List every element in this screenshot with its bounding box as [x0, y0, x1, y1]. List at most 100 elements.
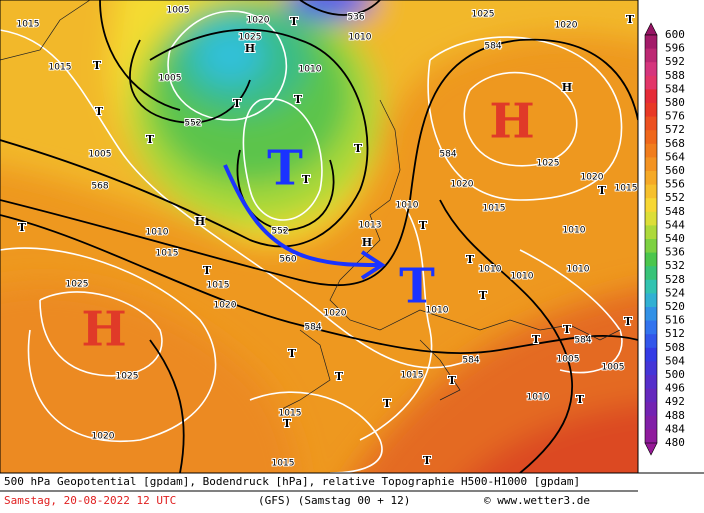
colorbar-segment	[645, 361, 657, 376]
contour-label: 1025	[116, 372, 139, 382]
footer-line1: 500 hPa Geopotential [gpdam], Bodendruck…	[4, 475, 580, 488]
colorbar-segment	[645, 334, 657, 349]
colorbar-label: 596	[665, 42, 685, 55]
contour-label: 1010	[146, 228, 169, 238]
colorbar-segment	[645, 293, 657, 308]
contour-label: 1010	[479, 265, 502, 275]
low-marker: T	[448, 374, 457, 387]
colorbar-segment	[645, 116, 657, 131]
colorbar-label: 548	[665, 205, 685, 218]
colorbar-label: 500	[665, 368, 685, 381]
colorbar-label: 480	[665, 436, 685, 449]
contour-label: 1015	[17, 20, 40, 30]
contour-label: 1010	[349, 33, 372, 43]
colorbar-label: 560	[665, 164, 685, 177]
contour-label: 1015	[483, 204, 506, 214]
contour-label: 1015	[207, 281, 230, 291]
colorbar-label: 496	[665, 382, 685, 395]
colorbar-label: 544	[665, 218, 685, 231]
contour-label: 1025	[66, 280, 89, 290]
contour-label: 1005	[557, 355, 580, 365]
colorbar-label: 512	[665, 327, 685, 340]
high-marker: H	[362, 236, 372, 249]
contour-label: 552	[184, 119, 201, 129]
low-marker: T	[576, 393, 585, 406]
contour-label: 584	[574, 336, 591, 346]
colorbar-label: 508	[665, 341, 685, 354]
low-marker: T	[626, 13, 635, 26]
colorbar-label: 572	[665, 123, 685, 136]
contour-label: 584	[484, 42, 501, 52]
geopotential-contours	[0, 0, 638, 473]
low-marker: T	[335, 370, 344, 383]
contour-label: 568	[91, 182, 108, 192]
low-marker: T	[93, 59, 102, 72]
colorbar-label: 552	[665, 191, 685, 204]
low-marker: T	[302, 173, 311, 186]
colorbar-segment	[645, 35, 657, 50]
contour-label: 584	[462, 356, 479, 366]
low-pressure-center: T	[399, 259, 435, 315]
colorbar-label: 528	[665, 273, 685, 286]
contour-label: 552	[271, 227, 288, 237]
contour-label: 1005	[159, 74, 182, 84]
colorbar-label: 504	[665, 354, 685, 367]
colorbar-label: 568	[665, 137, 685, 150]
arrow	[223, 164, 381, 267]
low-marker: T	[419, 219, 428, 232]
colorbar-label: 532	[665, 259, 685, 272]
contour-label: 1020	[247, 16, 270, 26]
low-marker: T	[354, 142, 363, 155]
colorbar-segment	[645, 103, 657, 118]
high-marker: H	[195, 215, 205, 228]
colorbar-label: 600	[665, 28, 685, 41]
colorbar-label: 584	[665, 82, 685, 95]
contour-label: 1020	[92, 432, 115, 442]
colorbar-segment	[645, 130, 657, 145]
colorbar-label: 516	[665, 314, 685, 327]
contour-label: 1015	[615, 184, 638, 194]
contour-label: 1015	[272, 459, 295, 469]
high-pressure-center: H	[81, 302, 126, 358]
colorbar-segment	[645, 320, 657, 335]
colorbar-segment	[645, 211, 657, 226]
colorbar: 6005965925885845805765725685645605565525…	[644, 22, 685, 456]
footer-run: (GFS) (Samstag 00 + 12)	[258, 494, 410, 507]
contour-label: 1010	[299, 65, 322, 75]
low-marker: T	[294, 93, 303, 106]
contour-label: 1020	[324, 309, 347, 319]
map-labels: 1015 1015 1005 1020 1025 536 1010 584 1025 1020 55…	[16, 5, 638, 470]
low-marker: T	[383, 397, 392, 410]
contour-label: 1015	[401, 371, 424, 381]
low-marker: T	[95, 105, 104, 118]
contour-label: 1025	[537, 159, 560, 169]
contour-label: 1020	[581, 173, 604, 183]
low-marker: T	[466, 253, 475, 266]
colorbar-label: 484	[665, 422, 685, 435]
low-marker: T	[624, 315, 633, 328]
contour-label: 584	[439, 150, 456, 160]
colorbar-segment	[645, 89, 657, 104]
colorbar-label: 580	[665, 96, 685, 109]
contour-label: 1025	[472, 10, 495, 20]
high-pressure-center: H	[489, 94, 534, 150]
arrow-head	[360, 250, 386, 280]
colorbar-label: 576	[665, 110, 685, 123]
colorbar-segment	[645, 62, 657, 77]
colorbar-label: 536	[665, 246, 685, 259]
colorbar-label: 556	[665, 178, 685, 191]
colorbar-segment	[645, 225, 657, 240]
colorbar-segment	[645, 252, 657, 267]
colorbar-segment	[645, 388, 657, 403]
footer-credit: © www.wetter3.de	[484, 494, 590, 507]
contour-label: 1020	[451, 180, 474, 190]
low-marker: T	[563, 323, 572, 336]
colorbar-segment	[645, 198, 657, 213]
contour-label: 1020	[214, 301, 237, 311]
colorbar-segment	[645, 48, 657, 63]
colorbar-segment	[645, 171, 657, 186]
contour-label: 1010	[527, 393, 550, 403]
colorbar-label: 592	[665, 55, 685, 68]
